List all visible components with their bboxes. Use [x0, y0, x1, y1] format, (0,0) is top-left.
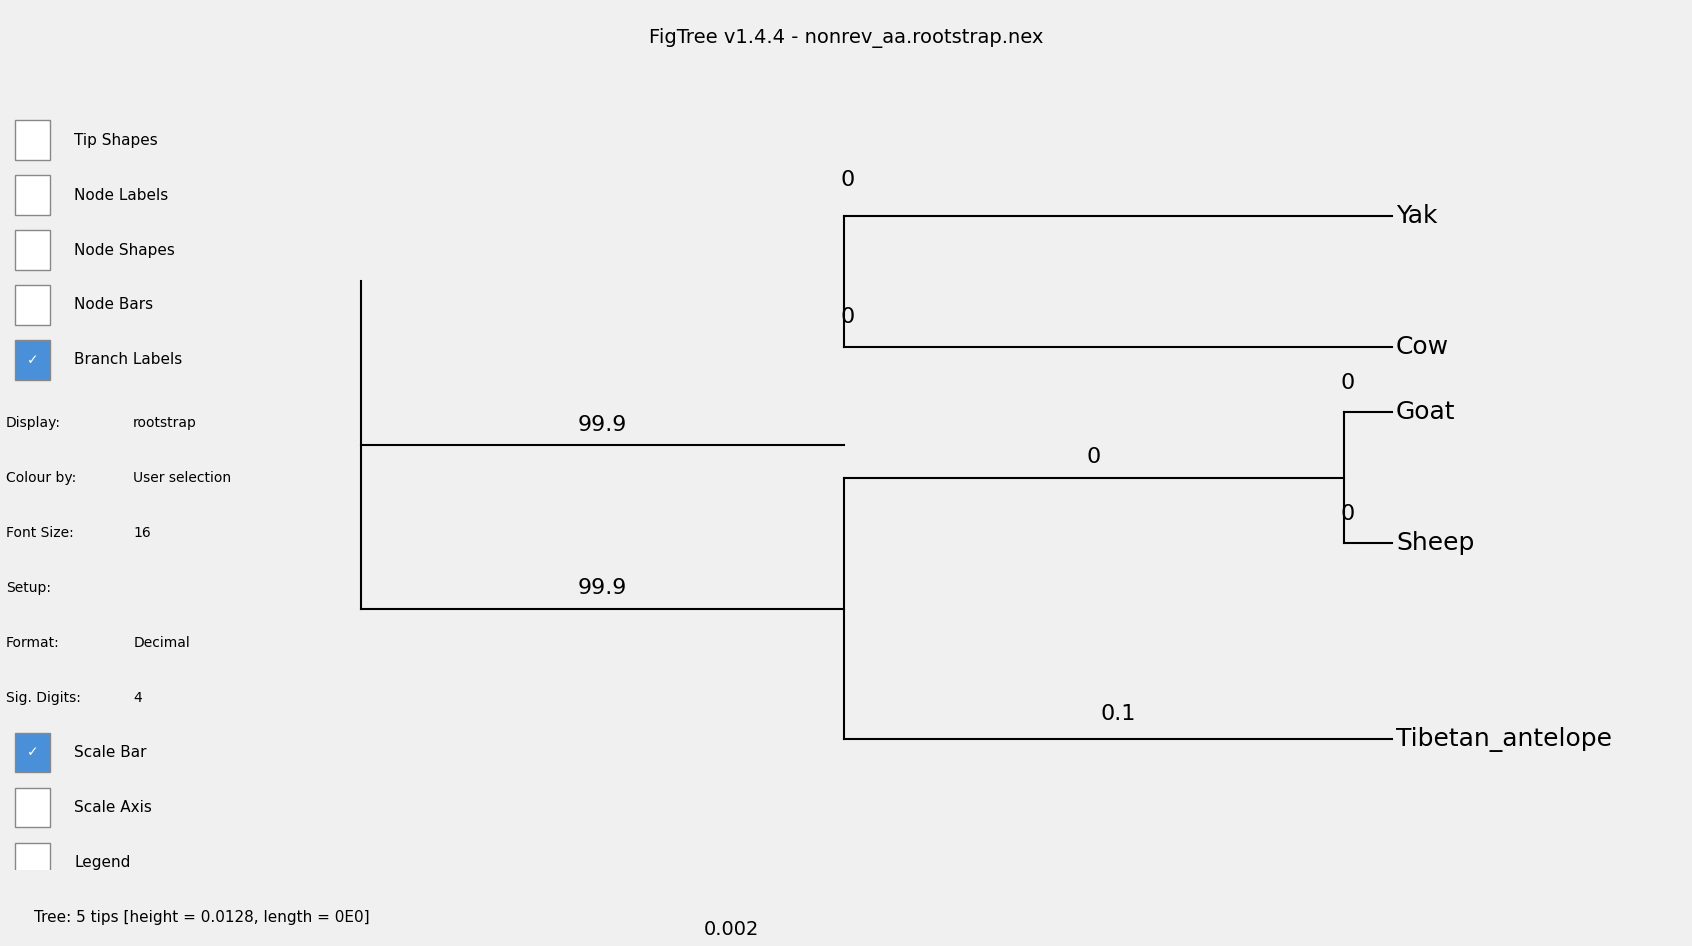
- Text: 0: 0: [1086, 447, 1101, 467]
- Text: 99.9: 99.9: [577, 414, 628, 434]
- Text: Cow: Cow: [1396, 335, 1448, 359]
- Text: Goat: Goat: [1396, 400, 1455, 425]
- FancyBboxPatch shape: [15, 788, 51, 827]
- Text: 4: 4: [134, 691, 142, 705]
- Text: Node Labels: Node Labels: [74, 187, 168, 202]
- Text: ✓: ✓: [27, 353, 39, 367]
- Text: Tibetan_antelope: Tibetan_antelope: [1396, 727, 1612, 752]
- Text: Format:: Format:: [5, 636, 59, 650]
- FancyBboxPatch shape: [15, 175, 51, 215]
- FancyBboxPatch shape: [15, 286, 51, 324]
- FancyBboxPatch shape: [15, 843, 51, 882]
- Text: Setup:: Setup:: [5, 581, 51, 595]
- Text: 16: 16: [134, 526, 151, 539]
- FancyBboxPatch shape: [15, 231, 51, 270]
- Text: 0.002: 0.002: [704, 920, 760, 939]
- Text: 0: 0: [841, 307, 854, 327]
- FancyBboxPatch shape: [15, 341, 51, 379]
- Text: Colour by:: Colour by:: [5, 471, 76, 484]
- Text: Node Bars: Node Bars: [74, 297, 154, 312]
- Text: 0: 0: [841, 170, 854, 190]
- Text: rootstrap: rootstrap: [134, 416, 198, 429]
- Text: 0: 0: [1340, 373, 1355, 393]
- Text: Tree: 5 tips [height = 0.0128, length = 0E0]: Tree: 5 tips [height = 0.0128, length = …: [34, 910, 369, 925]
- Text: FigTree v1.4.4 - nonrev_aa.rootstrap.nex: FigTree v1.4.4 - nonrev_aa.rootstrap.nex: [648, 27, 1044, 48]
- Text: Yak: Yak: [1396, 204, 1438, 228]
- Text: Node Shapes: Node Shapes: [74, 242, 174, 257]
- Text: Display:: Display:: [5, 416, 61, 429]
- Text: 99.9: 99.9: [577, 578, 628, 598]
- Text: Scale Bar: Scale Bar: [74, 745, 147, 760]
- Text: Font Size:: Font Size:: [5, 526, 74, 539]
- Text: Sig. Digits:: Sig. Digits:: [5, 691, 81, 705]
- FancyBboxPatch shape: [15, 733, 51, 772]
- Text: ✓: ✓: [27, 745, 39, 760]
- Text: User selection: User selection: [134, 471, 232, 484]
- Text: Sheep: Sheep: [1396, 531, 1474, 555]
- Text: Legend: Legend: [74, 855, 130, 870]
- Text: Branch Labels: Branch Labels: [74, 353, 183, 367]
- Text: Tip Shapes: Tip Shapes: [74, 132, 157, 148]
- Text: 0.1: 0.1: [1100, 704, 1135, 724]
- FancyBboxPatch shape: [15, 120, 51, 160]
- Text: Scale Axis: Scale Axis: [74, 800, 152, 815]
- Text: Decimal: Decimal: [134, 636, 190, 650]
- Text: 0: 0: [1340, 503, 1355, 523]
